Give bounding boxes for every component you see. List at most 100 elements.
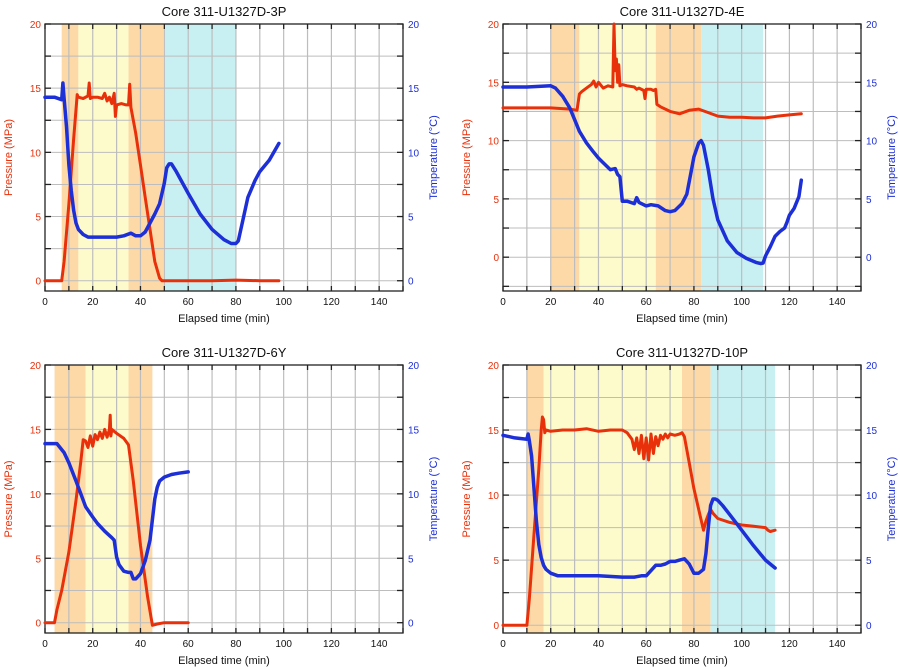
y-tick-label-left: 20 xyxy=(488,20,500,31)
y-tick-label-right: 20 xyxy=(408,20,420,31)
x-tick-label: 20 xyxy=(87,297,99,308)
x-tick-label: 100 xyxy=(275,639,292,650)
x-tick-label: 140 xyxy=(829,297,846,308)
y-tick-label-left: 0 xyxy=(493,621,499,632)
y-tick-label-right: 10 xyxy=(408,148,420,159)
x-tick-label: 60 xyxy=(641,639,653,650)
y-tick-label-right: 15 xyxy=(408,425,420,436)
x-tick-label: 0 xyxy=(42,639,48,650)
y-tick-label-right: 0 xyxy=(866,621,872,632)
plot-frame xyxy=(502,364,862,634)
x-tick-label: 0 xyxy=(42,297,48,308)
y-tick-label-left: 10 xyxy=(488,137,500,148)
series-line-pressure xyxy=(43,413,190,627)
shaded-band-cyan xyxy=(701,24,764,291)
y-tick-label-left: 20 xyxy=(488,361,500,372)
y-tick-label-left: 5 xyxy=(493,195,499,206)
x-tick-label: 140 xyxy=(829,639,846,650)
y-tick-label-right: 5 xyxy=(866,556,872,567)
y-tick-label-left: 0 xyxy=(493,253,499,264)
y-tick-label-left: 15 xyxy=(488,78,500,89)
x-tick-label: 0 xyxy=(500,639,506,650)
x-axis-label: Elapsed time (min) xyxy=(178,655,270,667)
x-tick-label: 40 xyxy=(593,639,605,650)
x-tick-label: 120 xyxy=(323,639,340,650)
shaded-band-yellow xyxy=(85,365,129,633)
chart-title: Core 311-U1327D-6Y xyxy=(162,345,287,360)
y-tick-label-right: 10 xyxy=(866,137,878,148)
x-tick-label: 60 xyxy=(183,639,195,650)
chart-title: Core 311-U1327D-4E xyxy=(620,4,745,19)
series-line-temperature xyxy=(501,84,804,266)
y-tick-label-right: 15 xyxy=(866,78,878,89)
x-tick-label: 80 xyxy=(230,639,242,650)
y-axis-label-right: Temperature (°C) xyxy=(886,457,898,541)
y-tick-label-right: 20 xyxy=(408,361,420,372)
y-tick-label-left: 5 xyxy=(35,554,41,565)
x-tick-label: 40 xyxy=(593,297,605,308)
plot-frame xyxy=(44,23,404,292)
y-axis-label-right: Temperature (°C) xyxy=(428,457,440,541)
y-tick-label-left: 15 xyxy=(30,425,42,436)
y-tick-label-left: 10 xyxy=(30,490,42,501)
x-axis-label: Elapsed time (min) xyxy=(636,655,728,667)
y-tick-label-right: 20 xyxy=(866,20,878,31)
chart-title: Core 311-U1327D-10P xyxy=(616,345,748,360)
series-line-temperature xyxy=(501,432,777,579)
x-tick-label: 120 xyxy=(323,297,340,308)
y-axis-label-left: Pressure (MPa) xyxy=(461,460,473,537)
y-tick-label-left: 15 xyxy=(30,84,42,95)
y-tick-label-right: 20 xyxy=(866,361,878,372)
shaded-band-orange xyxy=(128,24,164,291)
y-tick-label-right: 0 xyxy=(408,277,414,288)
y-tick-label-left: 0 xyxy=(35,277,41,288)
y-tick-label-left: 0 xyxy=(35,619,41,630)
x-tick-label: 80 xyxy=(230,297,242,308)
series-line-pressure xyxy=(43,81,281,283)
x-axis-label: Elapsed time (min) xyxy=(636,313,728,325)
y-tick-label-right: 5 xyxy=(408,213,414,224)
x-tick-label: 20 xyxy=(545,297,557,308)
y-axis-label-right: Temperature (°C) xyxy=(886,115,898,199)
x-tick-label: 60 xyxy=(183,297,195,308)
y-tick-label-left: 20 xyxy=(30,20,42,31)
y-tick-label-right: 15 xyxy=(866,426,878,437)
x-tick-label: 60 xyxy=(641,297,653,308)
x-tick-label: 120 xyxy=(781,297,798,308)
y-tick-label-left: 5 xyxy=(493,556,499,567)
x-tick-label: 0 xyxy=(500,297,506,308)
y-axis-label-right: Temperature (°C) xyxy=(428,115,440,199)
series-line-pressure xyxy=(501,22,803,120)
y-axis-label-left: Pressure (MPa) xyxy=(3,119,15,196)
y-tick-label-right: 0 xyxy=(866,253,872,264)
x-tick-label: 80 xyxy=(688,297,700,308)
y-tick-label-right: 5 xyxy=(866,195,872,206)
y-tick-label-right: 10 xyxy=(866,491,878,502)
x-tick-label: 140 xyxy=(371,297,388,308)
x-tick-label: 120 xyxy=(781,639,798,650)
shaded-band-yellow xyxy=(543,365,682,633)
y-tick-label-left: 15 xyxy=(488,426,500,437)
x-tick-label: 100 xyxy=(733,639,750,650)
y-tick-label-left: 5 xyxy=(35,213,41,224)
y-axis-label-left: Pressure (MPa) xyxy=(461,119,473,196)
x-tick-label: 20 xyxy=(545,639,557,650)
chart-title: Core 311-U1327D-3P xyxy=(162,4,287,19)
y-tick-label-left: 10 xyxy=(30,148,42,159)
y-tick-label-left: 10 xyxy=(488,491,500,502)
series-line-temperature xyxy=(43,441,190,581)
y-tick-label-right: 10 xyxy=(408,490,420,501)
x-tick-label: 40 xyxy=(135,297,147,308)
shaded-band-orange xyxy=(54,365,86,633)
y-axis-label-left: Pressure (MPa) xyxy=(3,460,15,537)
x-tick-label: 20 xyxy=(87,639,99,650)
series-line-temperature xyxy=(43,81,281,246)
plot-frame xyxy=(502,23,862,292)
x-tick-label: 100 xyxy=(733,297,750,308)
x-tick-label: 80 xyxy=(688,639,700,650)
x-tick-label: 140 xyxy=(371,639,388,650)
